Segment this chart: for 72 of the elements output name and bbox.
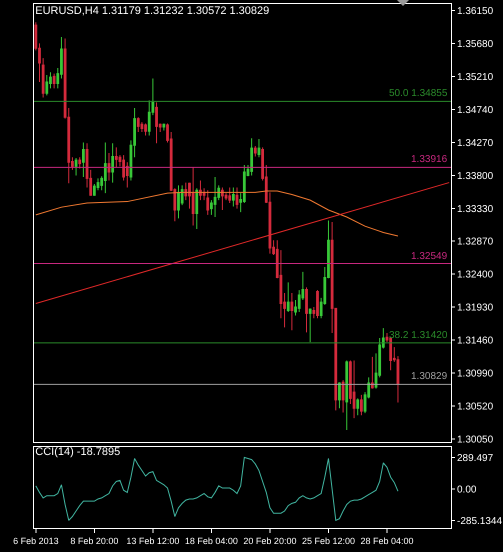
candlestick	[250, 138, 254, 176]
y-tick-label: -285.1344	[457, 516, 502, 527]
x-tick-label: 18 Feb 04:00	[184, 536, 238, 546]
candlestick	[356, 398, 360, 416]
y-tick-label: 1.36150	[457, 6, 494, 17]
candlestick	[352, 360, 356, 419]
y-tick-label: 1.30990	[457, 368, 494, 380]
chart-title: CCI(14) -18.7895	[35, 446, 120, 458]
candlestick	[214, 176, 216, 218]
x-tick-label: 13 Feb 12:00	[126, 536, 180, 546]
candlestick	[52, 73, 56, 89]
y-tick-label: 1.34270	[457, 138, 494, 149]
candlestick	[338, 382, 341, 409]
candlestick	[345, 360, 348, 431]
candlestick	[342, 380, 344, 413]
candlestick	[78, 156, 82, 170]
candlestick	[136, 116, 140, 132]
y-tick-label: 1.31930	[457, 302, 494, 314]
y-tick-label: 289.497	[457, 452, 494, 464]
y-tick-label: 1.30520	[457, 402, 494, 413]
x-tick-label: 8 Feb 20:00	[70, 536, 118, 546]
ref-line-label: 1.30829	[411, 371, 448, 382]
y-tick-label: 1.32870	[457, 236, 494, 248]
candlestick	[286, 282, 290, 312]
candlestick	[162, 123, 166, 132]
line-series	[35, 456, 398, 521]
candlestick	[104, 142, 107, 194]
candlestick	[206, 190, 210, 216]
y-tick-label: 1.30050	[457, 434, 494, 446]
chart-title: EURUSD,H4 1.31179 1.31232 1.30572 1.30829	[35, 4, 270, 17]
candlestick	[258, 138, 260, 158]
ref-line-label: 50.0 1.34855	[389, 88, 448, 99]
y-tick-label: 1.35680	[457, 38, 494, 50]
ref-line-label: 38.2 1.31420	[389, 330, 448, 341]
candlestick	[82, 142, 85, 178]
candlestick	[108, 152, 110, 181]
y-tick-label: 1.33330	[457, 204, 494, 216]
ref-line-label: 1.32549	[411, 251, 448, 262]
candlestick	[144, 123, 147, 136]
candlestick	[305, 286, 308, 333]
candlestick	[228, 187, 232, 204]
candlestick	[316, 290, 319, 319]
candlestick	[236, 187, 238, 210]
x-tick-label: 28 Feb 04:00	[360, 536, 414, 546]
candlestick	[220, 187, 224, 210]
candlestick	[199, 180, 202, 201]
candlestick	[74, 157, 78, 176]
y-tick-label: 1.35210	[457, 72, 494, 83]
y-tick-label: 1.34740	[457, 104, 494, 116]
candlestick	[370, 356, 374, 390]
candlestick	[192, 166, 195, 226]
candlestick	[290, 292, 294, 331]
candlestick	[114, 146, 118, 168]
x-tick-label: 25 Feb 12:00	[302, 536, 355, 546]
candlestick	[177, 184, 180, 219]
candlestick	[232, 187, 235, 207]
x-tick-label: 20 Feb 20:00	[243, 536, 296, 546]
line-series	[35, 190, 398, 237]
y-tick-label: 1.31460	[457, 336, 494, 347]
candlestick	[45, 74, 48, 96]
candlestick	[389, 336, 392, 371]
candlestick	[155, 102, 158, 144]
candlestick	[308, 308, 312, 343]
candlestick	[360, 394, 363, 416]
y-tick-label: 1.32400	[457, 269, 494, 280]
y-tick-label: 0.00	[457, 484, 477, 496]
y-tick-label: 1.33800	[457, 171, 494, 182]
x-tick-label: 6 Feb 2013	[13, 536, 59, 546]
candlestick	[254, 146, 257, 158]
candlestick	[195, 188, 198, 230]
candlestick	[111, 142, 114, 184]
ref-line-label: 1.33916	[411, 154, 448, 165]
